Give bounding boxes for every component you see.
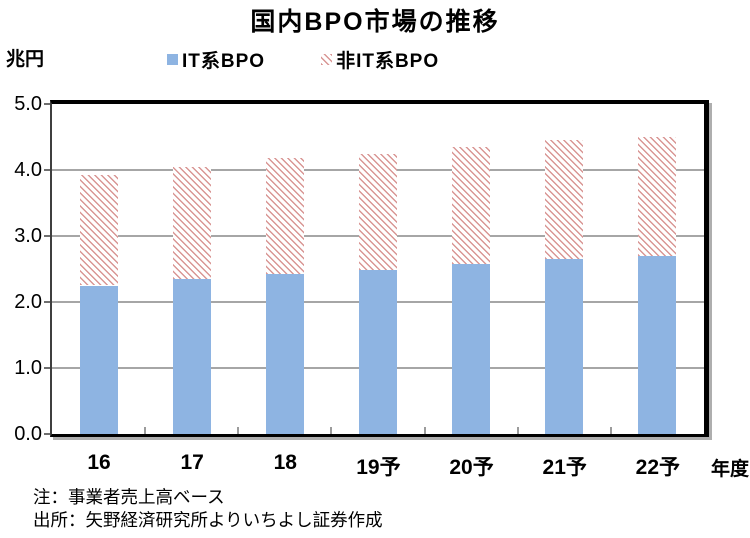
y-axis-tick [44,235,50,237]
x-axis-label-18: 18 [273,451,297,474]
legend-label-non-it-bpo: 非IT系BPO [336,51,440,72]
plot-area [52,104,704,434]
y-axis-tick [44,433,50,435]
bar-segment-it-bpo-21予 [545,259,584,434]
bar-segment-it-bpo-22予 [638,255,677,434]
x-axis-tick [144,427,147,434]
x-axis-unit-label: 年度 [711,459,750,480]
x-axis-tick [516,427,519,434]
legend-swatch-non-it-bpo [321,54,333,65]
y-axis-unit-label: 兆円 [6,49,45,70]
x-axis-tick [609,427,612,434]
bar-segment-non-it-bpo-17 [172,166,211,279]
x-axis-label-17: 17 [180,451,204,474]
legend-item-non-it-bpo: 非IT系BPO [321,46,439,73]
y-axis-label-3.0: 3.0 [14,225,42,247]
x-axis-tick [237,427,240,434]
footnotes: 注：事業者売上高ベース 出所：矢野経済研究所よりいちよし証券作成 [33,486,383,531]
bar-segment-it-bpo-19予 [359,270,397,434]
legend-swatch-it-bpo [167,54,178,65]
y-axis-label-5.0: 5.0 [14,93,42,115]
x-axis-label-16: 16 [87,451,111,474]
note-line-2: 出所：矢野経済研究所よりいちよし証券作成 [33,509,383,530]
bar-segment-non-it-bpo-18 [265,158,304,275]
bar-segment-non-it-bpo-22予 [638,137,677,256]
legend-item-it-bpo: IT系BPO [167,46,265,73]
chart-title: 国内BPO市場の推移 [250,8,500,36]
bar-segment-non-it-bpo-20予 [452,146,491,264]
bar-segment-non-it-bpo-19予 [359,153,397,271]
y-axis-tick [44,169,50,171]
note-line-1: 注：事業者売上高ベース [33,487,225,507]
bar-segment-non-it-bpo-16 [79,174,118,286]
y-axis-label-0.0: 0.0 [14,423,42,445]
legend: IT系BPO 非IT系BPO [167,46,439,73]
y-axis-label-1.0: 1.0 [14,357,42,379]
y-axis-label-4.0: 4.0 [14,159,42,181]
bar-segment-it-bpo-16 [79,285,118,434]
x-axis-label-21予: 21予 [542,456,587,479]
legend-label-it-bpo: IT系BPO [182,51,266,72]
y-axis-tick [44,103,50,105]
x-axis-label-20予: 20予 [449,456,494,479]
bar-segment-it-bpo-18 [265,274,304,434]
y-axis-label-2.0: 2.0 [14,291,42,313]
y-axis-tick [44,367,50,369]
x-axis-label-19予: 19予 [356,456,401,479]
y-axis-tick [44,301,50,303]
bar-segment-it-bpo-20予 [452,263,491,434]
x-axis-tick [330,427,333,434]
x-axis-label-22予: 22予 [635,456,681,479]
bar-segment-it-bpo-17 [172,278,211,434]
x-axis-tick [423,427,426,434]
bar-segment-non-it-bpo-21予 [545,140,584,260]
